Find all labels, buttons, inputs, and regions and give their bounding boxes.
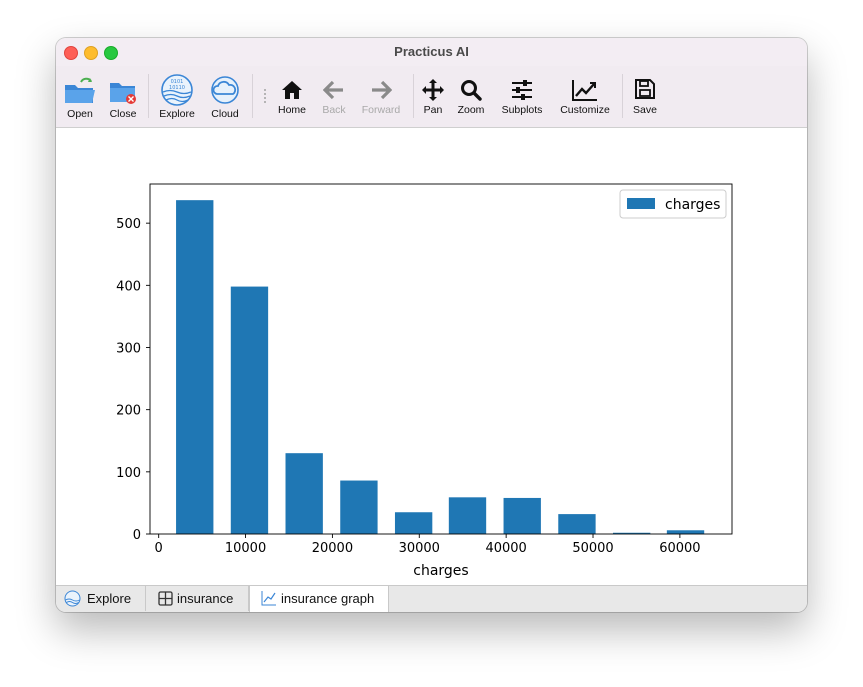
globe-icon: 0101 10110 bbox=[161, 74, 193, 106]
open-label: Open bbox=[67, 108, 93, 120]
save-label: Save bbox=[633, 104, 657, 116]
close-label: Close bbox=[109, 108, 137, 120]
plot-frame bbox=[149, 183, 733, 535]
folder-close-icon bbox=[110, 83, 136, 104]
move-arrows-icon bbox=[422, 79, 444, 101]
explore-button[interactable]: 0101 10110 Explore bbox=[157, 66, 197, 127]
forward-label: Forward bbox=[361, 104, 401, 116]
line-chart-icon bbox=[572, 80, 597, 101]
customize-label: Customize bbox=[560, 104, 610, 116]
legend-label: charges bbox=[665, 197, 720, 213]
y-tick-label: 300 bbox=[116, 341, 141, 356]
arrow-left-icon bbox=[323, 80, 343, 100]
line-chart-icon bbox=[261, 591, 276, 606]
zoom-label: Zoom bbox=[457, 104, 485, 116]
y-tick-label: 500 bbox=[116, 217, 141, 232]
pan-button[interactable]: Pan bbox=[420, 66, 446, 127]
customize-button[interactable]: Customize bbox=[560, 66, 610, 127]
toolbar-grip[interactable] bbox=[263, 88, 267, 104]
open-button[interactable]: Open bbox=[62, 66, 98, 127]
histogram-bar bbox=[612, 532, 651, 534]
tab-insurance-graph-label: insurance graph bbox=[281, 591, 375, 606]
y-tick-label: 400 bbox=[116, 279, 141, 294]
tab-insurance-label: insurance bbox=[177, 591, 234, 606]
zoom-button[interactable]: Zoom bbox=[458, 66, 484, 127]
toolbar-separator bbox=[622, 74, 623, 118]
plot-canvas[interactable]: 0 10000 20000 30000 40000 50000 60000 0 100 200 30… bbox=[56, 128, 807, 585]
table-grid-icon bbox=[158, 591, 173, 606]
window-title: Practicus AI bbox=[394, 44, 469, 59]
toolbar-separator bbox=[413, 74, 414, 118]
x-tick-label: 0 bbox=[155, 541, 163, 556]
x-tick-label: 50000 bbox=[572, 541, 613, 556]
legend-swatch bbox=[627, 198, 655, 209]
tab-bar: Explore insurance insurance graph bbox=[56, 585, 807, 612]
histogram-chart: 0 10000 20000 30000 40000 50000 60000 0 100 200 30… bbox=[116, 183, 733, 579]
subplots-button[interactable]: Subplots bbox=[502, 66, 542, 127]
back-label: Back bbox=[322, 104, 346, 116]
folder-open-icon bbox=[65, 77, 95, 103]
home-label: Home bbox=[277, 104, 306, 116]
tab-explore[interactable]: Explore bbox=[56, 586, 146, 611]
explore-label: Explore bbox=[159, 108, 195, 120]
histogram-bar bbox=[230, 286, 269, 534]
y-tick-label: 0 bbox=[133, 528, 141, 543]
title-bar: Practicus AI bbox=[56, 38, 807, 66]
toolbar: Open Close 0101 10110 Explore bbox=[56, 66, 807, 128]
svg-text:10110: 10110 bbox=[169, 85, 185, 91]
forward-button[interactable]: Forward bbox=[362, 66, 400, 127]
x-tick-label: 60000 bbox=[659, 541, 700, 556]
minimize-window-button[interactable] bbox=[84, 46, 98, 60]
back-button[interactable]: Back bbox=[320, 66, 348, 127]
x-axis-label: charges bbox=[413, 563, 468, 579]
histogram-bar bbox=[340, 480, 378, 534]
legend-box bbox=[619, 189, 727, 219]
x-tick-label: 20000 bbox=[312, 541, 353, 556]
subplots-label: Subplots bbox=[501, 104, 543, 116]
toolbar-separator bbox=[148, 74, 149, 118]
y-tick-label: 200 bbox=[116, 404, 141, 419]
histogram-bar bbox=[666, 530, 705, 534]
histogram-bar bbox=[503, 497, 541, 534]
close-window-button[interactable] bbox=[64, 46, 78, 60]
arrow-right-icon bbox=[372, 80, 392, 100]
histogram-bar bbox=[285, 453, 323, 534]
x-tick-label: 10000 bbox=[225, 541, 266, 556]
sliders-icon bbox=[512, 80, 532, 100]
zoom-window-button[interactable] bbox=[104, 46, 118, 60]
globe-icon bbox=[64, 590, 81, 607]
toolbar-separator bbox=[252, 74, 253, 118]
app-window: Practicus AI Open Close bbox=[56, 38, 807, 612]
histogram-bar bbox=[448, 497, 487, 534]
histogram-bar bbox=[558, 514, 596, 534]
tab-explore-label: Explore bbox=[87, 591, 132, 606]
y-tick-label: 100 bbox=[116, 466, 141, 481]
cloud-label: Cloud bbox=[211, 108, 239, 120]
floppy-disk-icon bbox=[635, 79, 655, 99]
x-tick-label: 40000 bbox=[485, 541, 526, 556]
cloud-button[interactable]: Cloud bbox=[205, 66, 245, 127]
cloud-icon bbox=[211, 76, 239, 104]
histogram-bar bbox=[176, 200, 214, 534]
tab-insurance-graph[interactable]: insurance graph bbox=[249, 586, 389, 612]
svg-text:0101: 0101 bbox=[171, 79, 184, 85]
histogram-bar bbox=[394, 512, 433, 534]
home-button[interactable]: Home bbox=[278, 66, 306, 127]
save-button[interactable]: Save bbox=[631, 66, 659, 127]
home-icon bbox=[282, 81, 302, 99]
x-tick-label: 30000 bbox=[399, 541, 440, 556]
magnifier-icon bbox=[461, 80, 482, 101]
close-button[interactable]: Close bbox=[106, 66, 140, 127]
tab-insurance[interactable]: insurance bbox=[146, 586, 249, 611]
pan-label: Pan bbox=[423, 104, 443, 116]
